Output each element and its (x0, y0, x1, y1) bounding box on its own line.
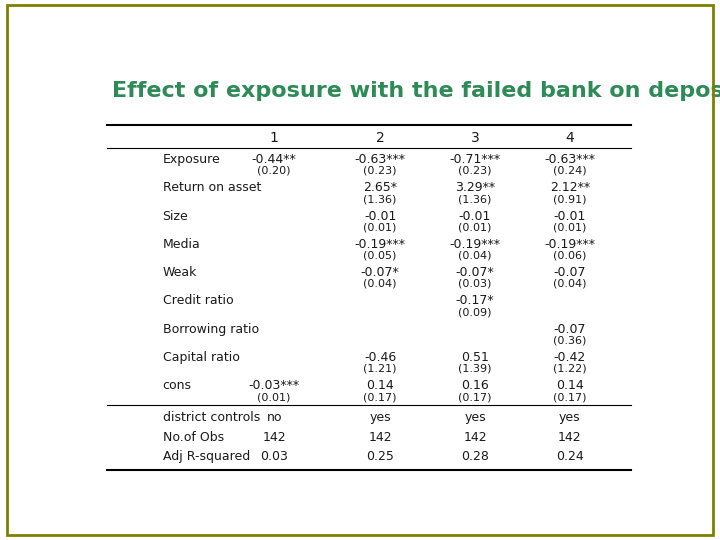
Text: (0.17): (0.17) (553, 392, 587, 402)
Text: 1: 1 (270, 131, 279, 145)
Text: Adj R-squared: Adj R-squared (163, 450, 250, 463)
Text: 2: 2 (376, 131, 384, 145)
Text: (1.22): (1.22) (553, 364, 587, 374)
Text: cons: cons (163, 379, 192, 392)
Text: (0.09): (0.09) (458, 307, 492, 317)
Text: -0.42: -0.42 (554, 351, 586, 364)
Text: 3.29**: 3.29** (455, 181, 495, 194)
Text: yes: yes (369, 411, 391, 424)
Text: 142: 142 (262, 431, 286, 444)
Text: 0.14: 0.14 (556, 379, 584, 392)
Text: -0.01: -0.01 (364, 210, 396, 222)
Text: 142: 142 (369, 431, 392, 444)
Text: Effect of exposure with the failed bank on deposit flow (1): Effect of exposure with the failed bank … (112, 82, 720, 102)
Text: Weak: Weak (163, 266, 197, 279)
Text: -0.71***: -0.71*** (449, 153, 500, 166)
Text: (0.23): (0.23) (364, 166, 397, 176)
Text: (0.01): (0.01) (364, 222, 397, 232)
Text: Exposure: Exposure (163, 153, 220, 166)
Text: -0.19***: -0.19*** (544, 238, 595, 251)
Text: 2.12**: 2.12** (550, 181, 590, 194)
Text: no: no (266, 411, 282, 424)
Text: 2.65*: 2.65* (363, 181, 397, 194)
Text: Credit ratio: Credit ratio (163, 294, 233, 307)
Text: 0.24: 0.24 (556, 450, 584, 463)
Text: 0.25: 0.25 (366, 450, 394, 463)
Text: -0.63***: -0.63*** (544, 153, 595, 166)
Text: -0.07: -0.07 (554, 323, 586, 336)
Text: (0.04): (0.04) (458, 251, 492, 261)
Text: -0.01: -0.01 (554, 210, 586, 222)
Text: (0.05): (0.05) (364, 251, 397, 261)
Text: (0.20): (0.20) (257, 166, 291, 176)
Text: (0.04): (0.04) (364, 279, 397, 289)
Text: (0.17): (0.17) (364, 392, 397, 402)
Text: district controls: district controls (163, 411, 260, 424)
Text: (1.36): (1.36) (364, 194, 397, 204)
Text: (0.01): (0.01) (258, 392, 291, 402)
Text: Media: Media (163, 238, 200, 251)
Text: 142: 142 (558, 431, 582, 444)
Text: (0.04): (0.04) (553, 279, 587, 289)
Text: (1.36): (1.36) (459, 194, 492, 204)
Text: (0.36): (0.36) (553, 335, 587, 346)
Text: Return on asset: Return on asset (163, 181, 261, 194)
Text: 4: 4 (565, 131, 575, 145)
Text: -0.17*: -0.17* (456, 294, 495, 307)
Text: -0.07*: -0.07* (456, 266, 495, 279)
Text: 142: 142 (463, 431, 487, 444)
Text: yes: yes (464, 411, 486, 424)
Text: (0.91): (0.91) (553, 194, 587, 204)
Text: 0.14: 0.14 (366, 379, 394, 392)
Text: 0.28: 0.28 (461, 450, 489, 463)
Text: -0.44**: -0.44** (252, 153, 297, 166)
Text: No.of Obs: No.of Obs (163, 431, 224, 444)
Text: (0.01): (0.01) (459, 222, 492, 232)
Text: -0.07*: -0.07* (361, 266, 400, 279)
Text: -0.03***: -0.03*** (248, 379, 300, 392)
Text: 0.51: 0.51 (461, 351, 489, 364)
Text: -0.46: -0.46 (364, 351, 396, 364)
Text: 0.16: 0.16 (461, 379, 489, 392)
Text: Capital ratio: Capital ratio (163, 351, 240, 364)
Text: (1.21): (1.21) (364, 364, 397, 374)
Text: -0.07: -0.07 (554, 266, 586, 279)
Text: (0.01): (0.01) (553, 222, 587, 232)
Text: 3: 3 (471, 131, 480, 145)
Text: 0.03: 0.03 (260, 450, 288, 463)
Text: (0.03): (0.03) (459, 279, 492, 289)
Text: yes: yes (559, 411, 581, 424)
Text: (0.24): (0.24) (553, 166, 587, 176)
Text: (0.17): (0.17) (458, 392, 492, 402)
Text: (0.06): (0.06) (553, 251, 587, 261)
Text: Borrowing ratio: Borrowing ratio (163, 323, 258, 336)
Text: -0.19***: -0.19*** (449, 238, 500, 251)
Text: (1.39): (1.39) (458, 364, 492, 374)
Text: -0.19***: -0.19*** (355, 238, 405, 251)
Text: (0.23): (0.23) (458, 166, 492, 176)
Text: Size: Size (163, 210, 189, 222)
Text: -0.01: -0.01 (459, 210, 491, 222)
Text: -0.63***: -0.63*** (355, 153, 405, 166)
